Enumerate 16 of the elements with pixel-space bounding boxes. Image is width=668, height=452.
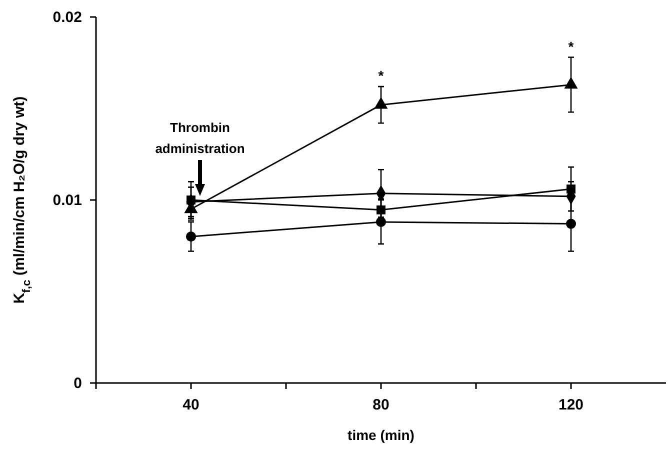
y-tick-label: 0 (74, 374, 82, 392)
y-tick-label: 0.02 (52, 8, 82, 26)
point (186, 232, 196, 242)
y-tick-label: 0.01 (52, 192, 82, 209)
annotation: Thrombin administration (155, 120, 245, 156)
point (564, 76, 578, 89)
point (376, 205, 386, 214)
x-axis-title: time (min) (348, 427, 414, 443)
x-tick-label: 80 (372, 396, 390, 414)
point (374, 96, 388, 109)
annotation: * (568, 38, 574, 54)
x-tick-label: 120 (558, 396, 584, 414)
x-tick-label: 40 (182, 396, 200, 414)
point (566, 184, 576, 194)
point (566, 218, 576, 229)
annotation: * (378, 68, 384, 84)
